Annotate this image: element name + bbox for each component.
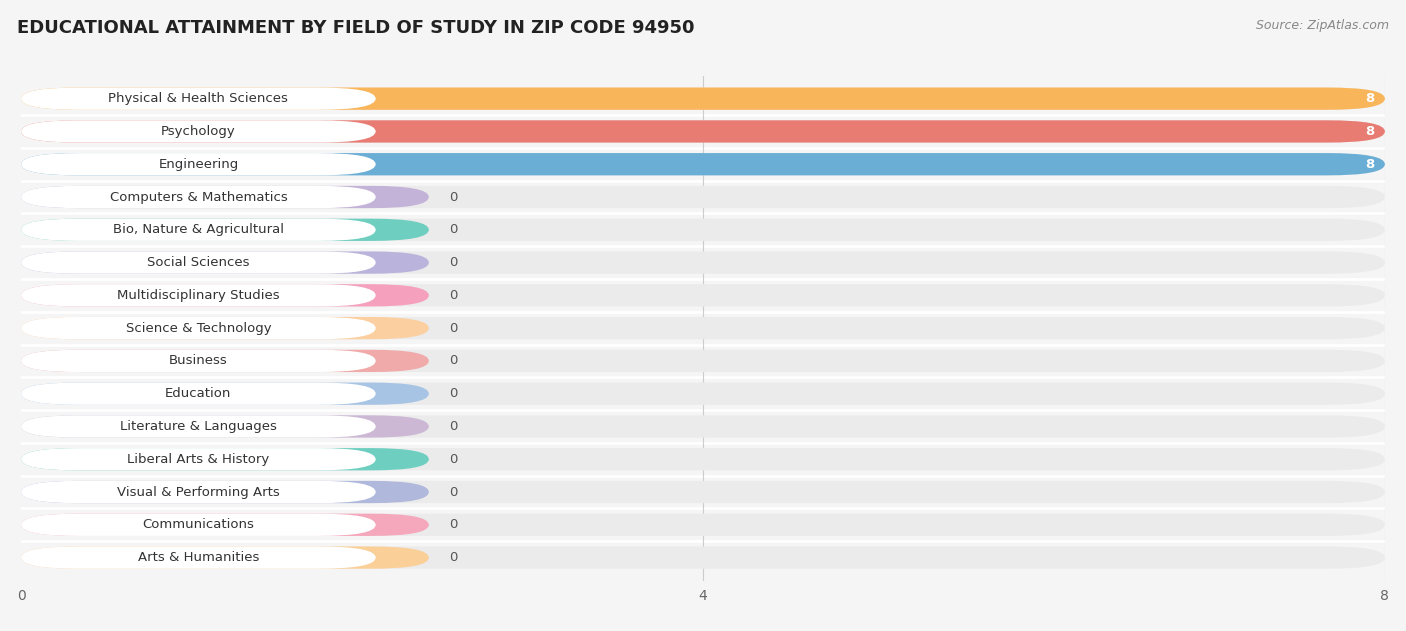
FancyBboxPatch shape [21, 514, 375, 536]
FancyBboxPatch shape [21, 121, 1385, 143]
Text: 0: 0 [450, 191, 458, 204]
FancyBboxPatch shape [21, 448, 375, 470]
FancyBboxPatch shape [21, 317, 429, 339]
FancyBboxPatch shape [21, 415, 429, 438]
FancyBboxPatch shape [21, 153, 1385, 175]
Text: Source: ZipAtlas.com: Source: ZipAtlas.com [1256, 19, 1389, 32]
Text: Computers & Mathematics: Computers & Mathematics [110, 191, 287, 204]
Text: 0: 0 [450, 256, 458, 269]
FancyBboxPatch shape [21, 350, 375, 372]
FancyBboxPatch shape [21, 546, 429, 569]
Text: Social Sciences: Social Sciences [148, 256, 250, 269]
FancyBboxPatch shape [21, 350, 429, 372]
FancyBboxPatch shape [21, 448, 429, 470]
Text: Bio, Nature & Agricultural: Bio, Nature & Agricultural [112, 223, 284, 236]
FancyBboxPatch shape [21, 88, 1385, 110]
Text: Physical & Health Sciences: Physical & Health Sciences [108, 92, 288, 105]
Text: 0: 0 [450, 355, 458, 367]
FancyBboxPatch shape [21, 121, 1385, 143]
FancyBboxPatch shape [21, 153, 1385, 175]
FancyBboxPatch shape [21, 546, 1385, 569]
FancyBboxPatch shape [21, 186, 1385, 208]
Text: 8: 8 [1365, 92, 1375, 105]
Text: Multidisciplinary Studies: Multidisciplinary Studies [117, 289, 280, 302]
Text: EDUCATIONAL ATTAINMENT BY FIELD OF STUDY IN ZIP CODE 94950: EDUCATIONAL ATTAINMENT BY FIELD OF STUDY… [17, 19, 695, 37]
FancyBboxPatch shape [21, 186, 429, 208]
FancyBboxPatch shape [21, 415, 375, 438]
Text: 0: 0 [450, 420, 458, 433]
FancyBboxPatch shape [21, 317, 375, 339]
FancyBboxPatch shape [21, 186, 375, 208]
FancyBboxPatch shape [21, 546, 375, 569]
Text: 0: 0 [450, 485, 458, 498]
FancyBboxPatch shape [21, 218, 429, 241]
Text: Science & Technology: Science & Technology [125, 322, 271, 334]
Text: 0: 0 [450, 387, 458, 400]
FancyBboxPatch shape [21, 415, 1385, 438]
Text: 0: 0 [450, 551, 458, 564]
Text: Visual & Performing Arts: Visual & Performing Arts [117, 485, 280, 498]
FancyBboxPatch shape [21, 121, 375, 143]
FancyBboxPatch shape [21, 382, 1385, 405]
FancyBboxPatch shape [21, 514, 1385, 536]
Text: 0: 0 [450, 452, 458, 466]
FancyBboxPatch shape [21, 251, 375, 274]
Text: 0: 0 [450, 289, 458, 302]
FancyBboxPatch shape [21, 251, 1385, 274]
Text: Arts & Humanities: Arts & Humanities [138, 551, 259, 564]
Text: Business: Business [169, 355, 228, 367]
FancyBboxPatch shape [21, 350, 1385, 372]
Text: Liberal Arts & History: Liberal Arts & History [128, 452, 270, 466]
Text: 8: 8 [1365, 158, 1375, 171]
FancyBboxPatch shape [21, 481, 429, 503]
FancyBboxPatch shape [21, 153, 375, 175]
FancyBboxPatch shape [21, 218, 375, 241]
FancyBboxPatch shape [21, 218, 1385, 241]
Text: Psychology: Psychology [162, 125, 236, 138]
FancyBboxPatch shape [21, 382, 375, 405]
FancyBboxPatch shape [21, 317, 1385, 339]
FancyBboxPatch shape [21, 448, 1385, 470]
Text: 0: 0 [450, 322, 458, 334]
FancyBboxPatch shape [21, 481, 1385, 503]
Text: Literature & Languages: Literature & Languages [120, 420, 277, 433]
Text: 0: 0 [450, 518, 458, 531]
FancyBboxPatch shape [21, 514, 429, 536]
FancyBboxPatch shape [21, 382, 429, 405]
Text: Engineering: Engineering [159, 158, 239, 171]
FancyBboxPatch shape [21, 284, 1385, 307]
FancyBboxPatch shape [21, 251, 429, 274]
FancyBboxPatch shape [21, 88, 375, 110]
Text: 0: 0 [450, 223, 458, 236]
FancyBboxPatch shape [21, 481, 375, 503]
Text: 8: 8 [1365, 125, 1375, 138]
FancyBboxPatch shape [21, 284, 429, 307]
Text: Education: Education [165, 387, 232, 400]
FancyBboxPatch shape [21, 88, 1385, 110]
Text: Communications: Communications [142, 518, 254, 531]
FancyBboxPatch shape [21, 284, 375, 307]
